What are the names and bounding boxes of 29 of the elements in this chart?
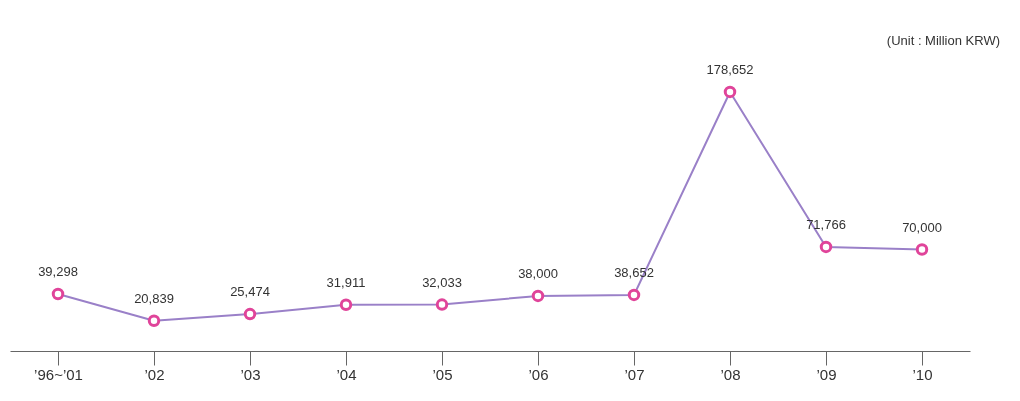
x-tick-label: ’03	[240, 365, 261, 383]
point	[435, 298, 449, 311]
data-label: 70,000	[902, 219, 942, 235]
data-label: 32,033	[422, 274, 462, 290]
point	[819, 240, 833, 254]
point	[243, 307, 257, 321]
point	[51, 287, 65, 301]
x-tick-label: ’10	[912, 365, 933, 383]
x-tick-label: ’08	[720, 365, 741, 383]
point	[723, 85, 737, 99]
x-tick-label: ’09	[816, 365, 837, 383]
x-tick-label: ’96~’01	[34, 365, 83, 383]
point	[627, 288, 641, 302]
data-label: 39,298	[38, 264, 78, 280]
x-tick-label: ’02	[144, 365, 165, 383]
data-label: 20,839	[134, 290, 174, 306]
x-tick-label: ’07	[624, 365, 645, 383]
point	[339, 298, 353, 311]
x-tick-label: ’05	[432, 365, 453, 383]
text: (Unit : Million KRW)	[886, 33, 1000, 48]
x-tick-label: ’06	[528, 365, 549, 383]
point	[531, 289, 545, 303]
x-tick-label: ’04	[336, 365, 357, 383]
data-label: 178,652	[706, 61, 754, 77]
data-label: 31,911	[326, 274, 366, 290]
data-label: 25,474	[230, 284, 270, 300]
data-label: 38,000	[518, 265, 558, 281]
point	[147, 314, 161, 328]
point	[915, 243, 929, 256]
